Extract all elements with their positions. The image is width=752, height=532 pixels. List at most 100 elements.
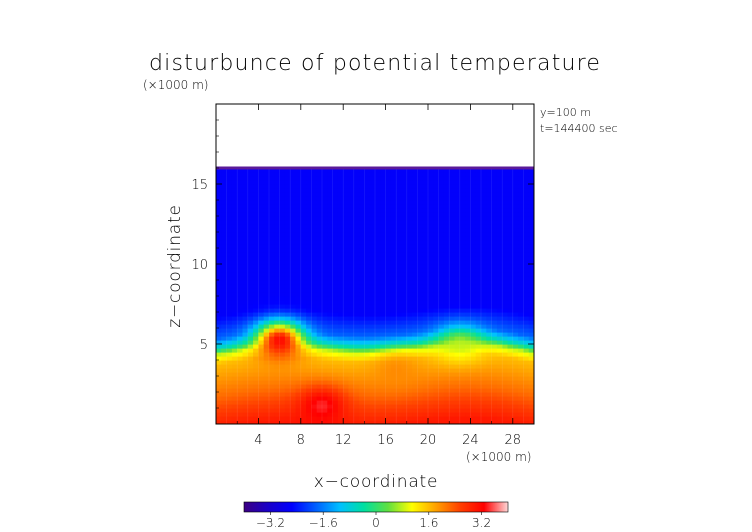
field-cell [396, 336, 403, 341]
field-cell [422, 356, 429, 361]
field-cell [470, 260, 477, 265]
field-cell [385, 356, 392, 361]
field-cell [486, 168, 493, 173]
field-cell [279, 260, 286, 265]
field-cell [396, 264, 403, 269]
field-cell [502, 264, 509, 269]
field-cell [258, 208, 265, 213]
field-cell [459, 276, 466, 281]
field-cell [428, 228, 434, 233]
field-cell [502, 180, 509, 185]
field-cell [454, 248, 461, 253]
field-cell [491, 388, 498, 393]
field-cell [258, 248, 265, 253]
field-cell [306, 260, 312, 265]
field-cell [295, 324, 302, 329]
field-cell [269, 396, 275, 401]
field-cell [364, 212, 371, 217]
field-cell [496, 188, 503, 193]
field-cell [290, 232, 297, 237]
field-cell [221, 188, 228, 193]
field-cell [353, 264, 360, 269]
field-cell [290, 416, 297, 421]
field-cell [470, 252, 477, 257]
field-cell [221, 272, 228, 277]
field-cell [316, 176, 323, 181]
field-cell [327, 268, 334, 273]
field-cell [332, 308, 339, 313]
field-cell [343, 272, 350, 277]
field-cell [216, 212, 222, 217]
field-cell [507, 380, 514, 385]
field-cell [369, 220, 376, 225]
field-cell [258, 344, 265, 349]
field-cell [454, 300, 461, 305]
field-cell [380, 392, 387, 397]
field-cell [332, 256, 339, 261]
field-cell [443, 244, 450, 249]
field-cell [380, 256, 387, 261]
field-cell [274, 296, 281, 301]
field-cell [465, 188, 471, 193]
field-cell [422, 224, 429, 229]
field-cell [481, 292, 487, 297]
field-cell [385, 280, 392, 285]
field-cell [284, 228, 291, 233]
field-cell [486, 288, 493, 293]
field-cell [247, 368, 254, 373]
field-cell [290, 356, 297, 361]
field-cell [412, 252, 418, 257]
field-cell [417, 392, 424, 397]
field-cell [322, 236, 328, 241]
field-cell [327, 256, 334, 261]
field-cell [274, 264, 281, 269]
field-cell [470, 352, 477, 357]
field-cell [401, 188, 408, 193]
field-cell [311, 280, 318, 285]
field-cell [428, 336, 434, 341]
field-cell [486, 196, 493, 201]
field-cell [253, 372, 259, 377]
field-cell [290, 180, 297, 185]
field-cell [465, 288, 471, 293]
field-cell [491, 316, 498, 321]
field-cell [502, 388, 509, 393]
field-cell [258, 240, 265, 245]
field-cell [226, 200, 233, 205]
field-cell [523, 340, 530, 345]
field-cell [290, 228, 297, 233]
field-cell [221, 396, 228, 401]
field-cell [343, 344, 350, 349]
field-cell [396, 236, 403, 241]
field-cell [332, 272, 339, 277]
field-cell [231, 216, 238, 221]
field-cell [459, 200, 466, 205]
field-cell [369, 404, 376, 409]
field-cell [364, 404, 371, 409]
field-cell [465, 176, 471, 181]
field-cell [396, 216, 403, 221]
field-cell [375, 368, 381, 373]
field-cell [332, 284, 339, 289]
field-cell [518, 404, 524, 409]
field-cell [396, 212, 403, 217]
field-cell [523, 384, 530, 389]
field-cell [332, 248, 339, 253]
field-cell [353, 228, 360, 233]
field-cell [401, 224, 408, 229]
field-cell [247, 168, 254, 173]
field-cell [438, 224, 445, 229]
field-cell [406, 232, 413, 237]
field-cell [359, 204, 365, 209]
field-cell [523, 300, 530, 305]
field-cell [311, 304, 318, 309]
field-cell [269, 324, 275, 329]
field-cell [369, 256, 376, 261]
field-cell [417, 388, 424, 393]
field-cell [316, 272, 323, 277]
field-cell [475, 244, 482, 249]
field-cell [401, 180, 408, 185]
field-cell [481, 368, 487, 373]
field-cell [486, 416, 493, 421]
field-cell [428, 392, 434, 397]
